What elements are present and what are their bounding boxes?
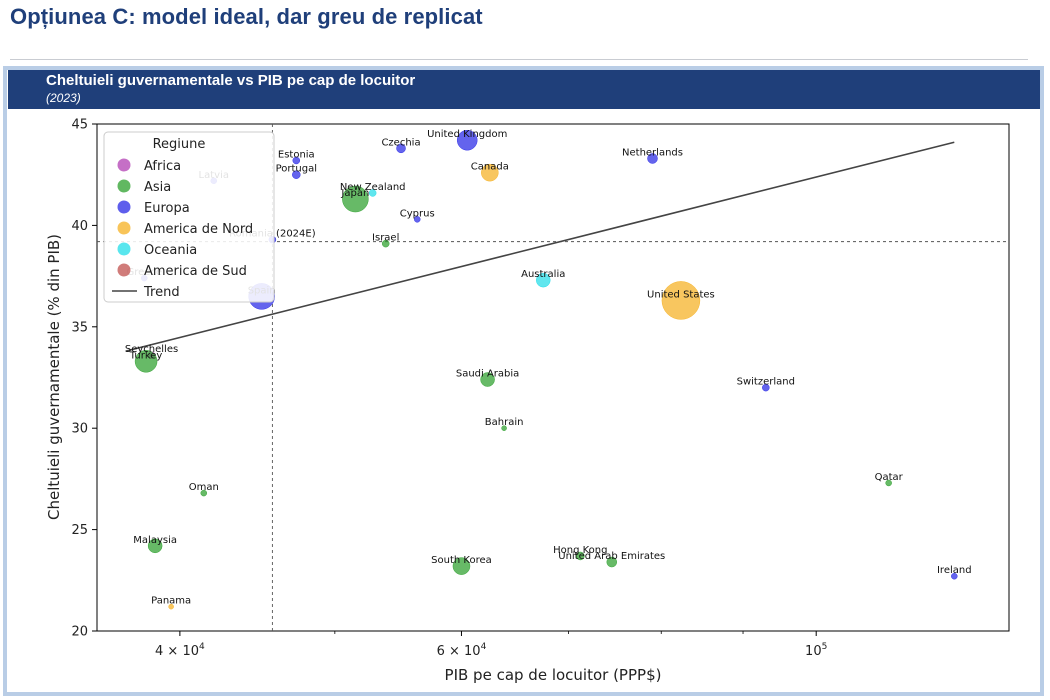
point-saudi-arabia <box>480 372 495 387</box>
point-hong-kong <box>576 551 585 561</box>
point-bahrain <box>501 425 507 431</box>
chart-subtitle: (2023) <box>46 91 81 105</box>
point-label: Canada <box>471 162 509 173</box>
point-label: Netherlands <box>622 147 683 158</box>
point-label: Estonia <box>278 150 315 161</box>
point-turkey <box>134 350 158 373</box>
points-layer <box>134 129 958 610</box>
legend-box <box>103 131 275 303</box>
page-title: Opțiunea C: model ideal, dar greu de rep… <box>10 4 483 29</box>
x-axis-label: PIB pe cap de locuitor (PPP$) <box>445 666 662 684</box>
y-tick-label: 35 <box>71 320 88 335</box>
point-label: Malaysia <box>133 535 177 546</box>
point-czechia <box>396 143 406 154</box>
point-label: Portugal <box>276 164 317 175</box>
legend-marker <box>117 242 131 256</box>
y-axis-label: Cheltuieli guvernamentale (% din PIB) <box>45 234 63 520</box>
point-israel <box>381 239 390 248</box>
point-label: South Korea <box>431 555 492 566</box>
trend-layer <box>125 141 955 352</box>
point-qatar <box>885 479 892 487</box>
point-australia <box>536 272 551 288</box>
point-united-kingdom <box>456 129 478 151</box>
point-panama <box>168 603 174 610</box>
x-axis: 4 × 104 6 × 104 105 <box>155 631 827 659</box>
point-japan <box>342 185 369 213</box>
point-label: Hong Kong <box>553 545 607 556</box>
point-label: Seychelles <box>125 344 178 355</box>
y-tick-label: 20 <box>71 625 88 640</box>
point-label: Bahrain <box>485 417 524 428</box>
point-portugal <box>292 170 301 179</box>
scatter-chart: 20 25 30 35 40 45 4 × 104 6 × 104 105 United Ki… <box>45 118 1010 684</box>
point-united-states <box>661 281 701 320</box>
point-switzerland <box>762 383 770 392</box>
point-label: Czechia <box>381 137 420 148</box>
trend-line <box>125 141 955 352</box>
point-label: Saudi Arabia <box>456 369 519 380</box>
legend-entry: Europa <box>144 201 190 216</box>
point-canada <box>481 163 499 182</box>
legend-entry: America de Nord <box>144 222 253 237</box>
legend-marker <box>117 200 131 214</box>
point-label: Australia <box>521 269 565 280</box>
x-tick-label: 6 × 104 <box>437 642 487 659</box>
x-tick-label: 4 × 104 <box>155 642 205 659</box>
point-label: Cyprus <box>400 208 435 219</box>
legend-marker <box>117 263 131 277</box>
legend-entry: Asia <box>144 180 171 195</box>
point-estonia <box>292 156 301 165</box>
point-new-zealand <box>368 189 377 197</box>
y-tick-label: 40 <box>71 219 88 234</box>
y-tick-label: 25 <box>71 523 88 538</box>
chart-panel-header: Cheltuieli guvernamentale vs PIB pe cap … <box>8 70 1040 109</box>
point-label: Turkey <box>129 350 163 361</box>
point-south-korea <box>452 557 471 575</box>
legend-entry-trend: Trend <box>143 285 180 300</box>
y-tick-label: 45 <box>71 118 88 133</box>
point-cyprus <box>414 216 421 223</box>
point-label: Japan <box>340 188 369 199</box>
point-label: United Arab Emirates <box>558 551 665 562</box>
legend-marker <box>117 179 131 193</box>
point-label: New Zealand <box>340 182 406 193</box>
point-label: United Kingdom <box>427 129 507 140</box>
title-divider <box>10 59 1028 60</box>
x-tick-label: 105 <box>805 642 827 659</box>
point-label: Ireland <box>937 565 972 576</box>
point-label: Switzerland <box>737 377 795 388</box>
point-label: United States <box>647 289 715 300</box>
point-united-arab-emirates <box>606 556 618 568</box>
legend-entry: America de Sud <box>144 264 247 279</box>
point-oman <box>200 489 208 497</box>
legend-title: Regiune <box>153 137 206 152</box>
legend-entry: Oceania <box>144 243 197 258</box>
y-axis: 20 25 30 35 40 45 <box>71 118 97 640</box>
point-ireland <box>951 572 958 580</box>
point-netherlands <box>647 153 658 164</box>
y-tick-label: 30 <box>71 422 88 437</box>
point-label: Panama <box>151 596 191 607</box>
chart-title: Cheltuieli guvernamentale vs PIB pe cap … <box>46 72 416 89</box>
legend-marker <box>117 158 131 172</box>
point-label: Qatar <box>875 472 904 483</box>
point-label: Oman <box>189 482 219 493</box>
legend-marker <box>117 221 131 235</box>
point-label: Israel <box>372 233 399 244</box>
point-malaysia <box>147 538 163 554</box>
legend: Regiune Africa Asia Europa America de Nord Oc… <box>103 131 275 303</box>
legend-entry: Africa <box>144 159 181 174</box>
